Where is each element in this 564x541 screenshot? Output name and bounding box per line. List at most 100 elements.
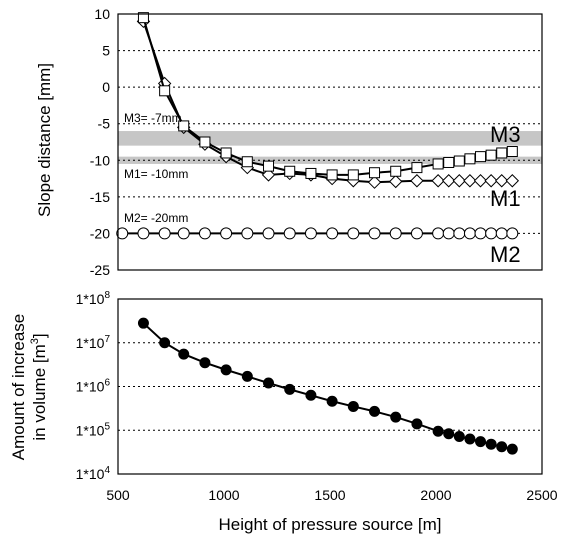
bottom-y-axis-label-line1: Amount of increase xyxy=(9,314,28,460)
point-filled-circle xyxy=(496,441,508,453)
point-square xyxy=(178,120,190,132)
point-square xyxy=(159,85,171,97)
point-filled-circle xyxy=(263,377,275,389)
point-square xyxy=(220,147,232,159)
y-tick-label: 1*104 xyxy=(76,465,111,482)
point-diamond xyxy=(389,174,403,189)
point-filled-circle xyxy=(475,436,487,448)
series-line-square xyxy=(142,17,513,176)
y-tick-label: -5 xyxy=(98,116,111,132)
point-square xyxy=(485,149,497,161)
y-tick-label: 1*107 xyxy=(76,334,111,351)
point-square xyxy=(284,165,296,177)
point-circle xyxy=(506,227,519,240)
point-diamond xyxy=(505,174,520,188)
point-filled-circle xyxy=(485,438,497,450)
y-tick-label: -20 xyxy=(90,225,110,241)
point-circle xyxy=(474,227,487,240)
point-diamond xyxy=(484,174,498,188)
point-filled-circle xyxy=(390,411,402,423)
y-tick-label: -10 xyxy=(90,152,110,168)
bottom-gridlines xyxy=(118,342,542,431)
point-circle xyxy=(442,227,455,240)
point-square xyxy=(443,156,455,168)
point-diamond xyxy=(452,174,467,188)
point-circle xyxy=(368,227,381,240)
point-square xyxy=(411,162,423,174)
point-square xyxy=(305,167,317,179)
bottom-series xyxy=(137,317,518,455)
point-circle xyxy=(389,227,402,240)
point-filled-circle xyxy=(199,357,211,369)
point-diamond xyxy=(495,174,509,188)
point-diamond xyxy=(463,174,477,188)
point-square xyxy=(432,158,444,170)
threshold-label-m2: M2= -20mm xyxy=(124,211,188,225)
band-m3 xyxy=(118,131,542,146)
point-square xyxy=(326,169,338,181)
band-label-m3: M3= -7mm xyxy=(124,111,182,125)
x-tick-label: 2500 xyxy=(526,487,557,503)
point-square xyxy=(241,156,253,168)
point-filled-circle xyxy=(305,389,317,401)
y-tick-label: 0 xyxy=(102,79,110,95)
point-square xyxy=(347,169,359,181)
point-circle xyxy=(453,227,466,240)
point-filled-circle xyxy=(411,418,423,430)
bottom-y-axis-label-line2: in volume [m3] xyxy=(29,333,49,440)
point-circle xyxy=(158,227,171,240)
point-circle xyxy=(304,227,317,240)
point-diamond xyxy=(431,174,445,188)
x-tick-label: 2000 xyxy=(420,487,451,503)
series-label-m2: M2 xyxy=(490,242,521,267)
top-series xyxy=(116,12,520,240)
y-tick-label: -25 xyxy=(90,262,110,278)
point-filled-circle xyxy=(453,430,465,442)
point-filled-circle xyxy=(178,348,190,360)
point-square xyxy=(475,151,487,163)
band-label-m1: M1= -10mm xyxy=(124,167,188,181)
point-diamond xyxy=(442,174,456,188)
point-circle xyxy=(283,227,296,240)
point-circle xyxy=(485,227,498,240)
top-y-tick-labels: 10 5 0 -5 -10 -15 -20 -25 xyxy=(90,6,110,278)
y-tick-label: 1*105 xyxy=(76,421,111,438)
point-circle xyxy=(262,227,275,240)
point-square xyxy=(137,12,149,24)
point-filled-circle xyxy=(506,443,518,455)
point-diamond xyxy=(410,174,424,188)
point-filled-circle xyxy=(137,317,149,329)
x-tick-label: 1000 xyxy=(208,487,239,503)
top-plot-frame xyxy=(117,13,543,271)
slope-distance-chart: 10 5 0 -5 -10 -15 -20 -25 M3= -7mm M1= -10mm M2… xyxy=(35,6,543,278)
point-filled-circle xyxy=(464,433,476,445)
point-filled-circle xyxy=(241,370,253,382)
point-circle xyxy=(463,227,476,240)
point-square xyxy=(369,167,381,179)
x-tick-label: 500 xyxy=(106,487,130,503)
top-y-axis-label: Slope distance [mm] xyxy=(35,63,54,217)
point-filled-circle xyxy=(326,395,338,407)
series-label-m3: M3 xyxy=(490,122,521,147)
point-circle xyxy=(410,227,423,240)
x-tick-label: 1500 xyxy=(314,487,345,503)
y-tick-label: 5 xyxy=(102,43,110,59)
point-square xyxy=(496,147,508,159)
volume-increase-chart: 1*108 1*107 1*106 1*105 1*104 500 1000 1500 200… xyxy=(9,290,558,534)
point-filled-circle xyxy=(159,337,171,349)
point-filled-circle xyxy=(347,400,359,412)
point-square xyxy=(390,165,402,177)
point-circle xyxy=(137,227,150,240)
point-square xyxy=(453,155,465,167)
y-tick-label: 1*108 xyxy=(76,290,111,307)
point-circle xyxy=(347,227,360,240)
point-diamond xyxy=(261,168,276,182)
y-tick-label: 10 xyxy=(94,6,110,22)
point-diamond xyxy=(367,175,382,189)
series-label-m1: M1 xyxy=(490,186,521,211)
point-filled-circle xyxy=(220,364,232,376)
point-circle xyxy=(198,227,211,240)
point-filled-circle xyxy=(432,425,444,437)
point-diamond xyxy=(473,174,488,188)
